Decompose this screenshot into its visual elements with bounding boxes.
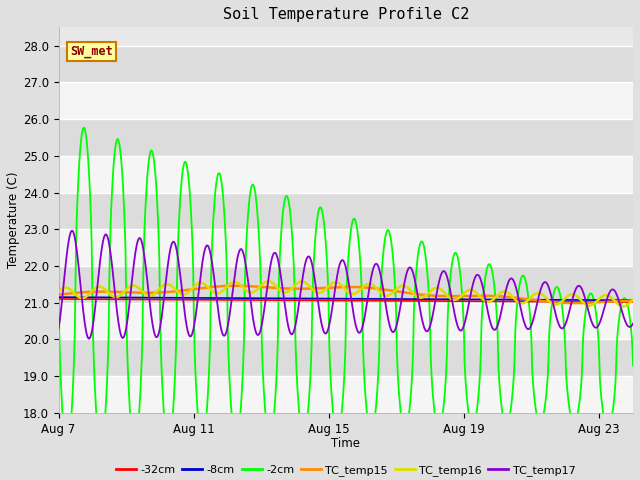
-8cm	[55, 294, 63, 300]
TC_temp15	[401, 290, 409, 296]
Line: TC_temp17: TC_temp17	[59, 231, 633, 339]
-32cm	[401, 298, 408, 304]
TC_temp16	[620, 303, 627, 309]
Bar	[59, 83, 633, 119]
TC_temp16	[120, 289, 128, 295]
-8cm	[401, 296, 408, 302]
-32cm	[55, 296, 63, 302]
TC_temp17	[629, 321, 637, 326]
Bar	[59, 303, 633, 339]
-32cm	[494, 299, 502, 304]
Bar	[59, 266, 633, 303]
TC_temp17	[55, 326, 63, 332]
-32cm	[352, 298, 360, 303]
Line: -2cm: -2cm	[59, 128, 633, 449]
-2cm	[629, 362, 637, 368]
TC_temp16	[353, 290, 360, 296]
Bar	[59, 192, 633, 229]
TC_temp17	[495, 318, 503, 324]
Title: Soil Temperature Profile C2: Soil Temperature Profile C2	[223, 7, 469, 22]
-2cm	[403, 426, 410, 432]
TC_temp16	[55, 288, 63, 294]
-32cm	[171, 297, 179, 302]
TC_temp16	[629, 297, 637, 302]
-2cm	[55, 281, 63, 287]
-8cm	[352, 296, 360, 301]
Line: TC_temp16: TC_temp16	[59, 281, 633, 306]
Line: TC_temp15: TC_temp15	[59, 286, 633, 303]
-2cm	[354, 228, 362, 234]
-8cm	[171, 295, 179, 300]
TC_temp16	[401, 283, 409, 289]
TC_temp17	[134, 239, 141, 245]
Bar	[59, 376, 633, 413]
-2cm	[134, 429, 141, 435]
TC_temp15	[55, 292, 63, 298]
Line: -8cm: -8cm	[59, 297, 633, 300]
-2cm	[63, 446, 71, 452]
TC_temp17	[122, 328, 129, 334]
TC_temp17	[68, 228, 76, 234]
-8cm	[629, 298, 637, 303]
TC_temp17	[85, 336, 93, 342]
TC_temp16	[132, 283, 140, 289]
-32cm	[629, 299, 637, 305]
-2cm	[172, 335, 180, 340]
-8cm	[120, 295, 128, 300]
Bar	[59, 156, 633, 192]
-32cm	[132, 297, 140, 302]
Y-axis label: Temperature (C): Temperature (C)	[7, 172, 20, 268]
TC_temp15	[171, 288, 179, 294]
Legend: -32cm, -8cm, -2cm, TC_temp15, TC_temp16, TC_temp17: -32cm, -8cm, -2cm, TC_temp15, TC_temp16,…	[112, 461, 580, 480]
Bar	[59, 119, 633, 156]
TC_temp15	[132, 290, 140, 296]
TC_temp17	[172, 245, 180, 251]
-8cm	[494, 297, 502, 302]
-2cm	[122, 249, 129, 255]
TC_temp16	[171, 286, 179, 292]
TC_temp15	[495, 293, 502, 299]
-2cm	[495, 376, 503, 382]
Bar	[59, 46, 633, 83]
-2cm	[80, 125, 88, 131]
TC_temp16	[495, 292, 502, 298]
Text: SW_met: SW_met	[70, 45, 113, 58]
-8cm	[132, 295, 140, 300]
TC_temp15	[232, 283, 239, 288]
Line: -32cm: -32cm	[59, 299, 633, 302]
Bar	[59, 229, 633, 266]
TC_temp15	[629, 298, 637, 304]
TC_temp16	[264, 278, 272, 284]
Bar	[59, 339, 633, 376]
TC_temp15	[570, 300, 578, 306]
TC_temp15	[353, 284, 360, 290]
TC_temp17	[403, 273, 410, 278]
X-axis label: Time: Time	[332, 437, 360, 450]
TC_temp15	[120, 289, 128, 295]
-32cm	[120, 297, 128, 302]
TC_temp17	[354, 328, 362, 334]
